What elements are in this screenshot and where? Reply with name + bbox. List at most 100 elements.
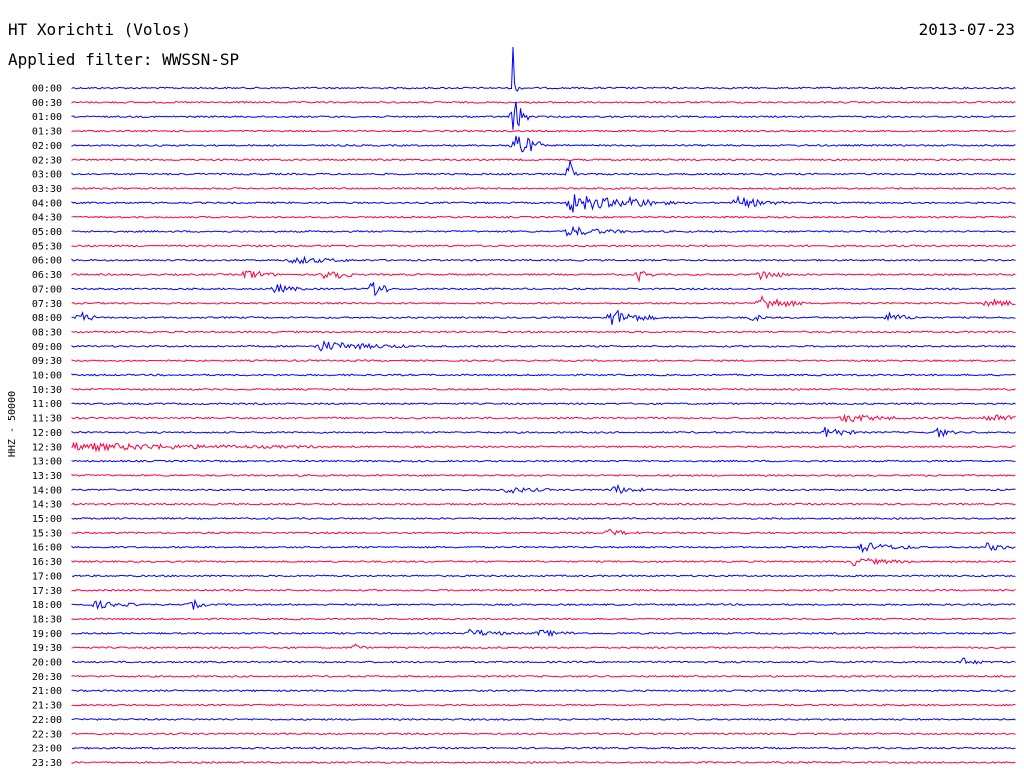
row-time-label: 11:00 [32, 399, 62, 410]
trace-row-0530 [71, 244, 1016, 248]
row-time-label: 08:30 [32, 327, 62, 338]
trace-row-1730 [71, 588, 1016, 592]
trace-row-0430 [71, 215, 1016, 219]
trace-row-1830 [71, 617, 1016, 621]
trace-row-1030 [71, 387, 1016, 391]
trace-row-1430 [71, 502, 1016, 506]
row-time-label: 05:30 [32, 241, 62, 252]
trace-row-0030 [71, 100, 1016, 104]
row-time-label: 22:00 [32, 715, 62, 726]
row-time-label: 14:30 [32, 500, 62, 511]
trace-row-1530 [71, 529, 1016, 536]
trace-row-2200 [71, 717, 1016, 721]
row-time-label: 12:30 [32, 442, 62, 453]
row-time-label: 02:30 [32, 155, 62, 166]
trace-row-1300 [71, 459, 1016, 463]
trace-row-1930 [71, 643, 1016, 650]
trace-row-0100 [71, 101, 1016, 130]
trace-row-1600 [71, 542, 1016, 554]
trace-row-0130 [71, 129, 1016, 133]
trace-row-1400 [71, 483, 1016, 495]
trace-row-1200 [71, 427, 1016, 438]
row-time-label: 12:00 [32, 428, 62, 439]
trace-row-0930 [71, 359, 1016, 363]
trace-row-0600 [71, 255, 1016, 265]
row-time-label: 02:00 [32, 141, 62, 152]
trace-row-0300 [71, 160, 1016, 176]
row-time-label: 07:30 [32, 299, 62, 310]
trace-row-2330 [71, 761, 1016, 764]
trace-row-2000 [71, 657, 1016, 665]
trace-row-0200 [71, 135, 1016, 153]
row-time-label: 00:30 [32, 98, 62, 109]
trace-row-0330 [71, 187, 1016, 190]
trace-row-1100 [71, 402, 1016, 406]
row-time-label: 09:30 [32, 356, 62, 367]
row-time-label: 13:30 [32, 471, 62, 482]
row-time-label: 07:00 [32, 284, 62, 295]
trace-row-0800 [71, 309, 1016, 325]
trace-row-1130 [71, 413, 1016, 423]
channel-label: HHZ - 50000 [7, 391, 18, 457]
row-time-label: 10:00 [32, 371, 62, 382]
trace-row-0500 [71, 225, 1016, 237]
row-time-label: 16:00 [32, 543, 62, 554]
trace-row-1630 [71, 557, 1016, 567]
trace-row-0730 [71, 294, 1016, 310]
row-time-label: 04:00 [32, 198, 62, 209]
row-time-label: 10:30 [32, 385, 62, 396]
row-time-label: 18:30 [32, 614, 62, 625]
row-time-label: 19:30 [32, 643, 62, 654]
trace-row-1000 [71, 373, 1016, 377]
row-time-label: 06:30 [32, 270, 62, 281]
station-title: HT Xorichti (Volos) [8, 20, 192, 39]
trace-row-1700 [71, 574, 1016, 578]
row-time-label: 00:00 [32, 84, 62, 95]
trace-group [71, 46, 1016, 764]
row-time-label: 15:00 [32, 514, 62, 525]
row-time-label: 21:30 [32, 701, 62, 712]
row-time-label: 21:00 [32, 686, 62, 697]
row-time-label: 04:30 [32, 213, 62, 224]
row-time-label: 09:00 [32, 342, 62, 353]
date-label: 2013-07-23 [918, 20, 1015, 39]
row-time-label: 06:00 [32, 256, 62, 267]
row-time-label: 16:30 [32, 557, 62, 568]
trace-row-1800 [71, 598, 1016, 610]
trace-row-2030 [71, 674, 1016, 678]
row-time-label: 22:30 [32, 729, 62, 740]
row-time-label: 08:00 [32, 313, 62, 324]
trace-row-0630 [71, 270, 1016, 283]
trace-row-0400 [71, 194, 1016, 213]
row-time-label: 01:00 [32, 112, 62, 123]
trace-row-2230 [71, 732, 1016, 736]
row-time-label: 17:30 [32, 586, 62, 597]
row-time-label: 23:30 [32, 758, 62, 769]
trace-row-0000 [71, 46, 1016, 92]
trace-row-1230 [71, 441, 1016, 453]
trace-row-0700 [71, 282, 1016, 297]
trace-row-0900 [71, 339, 1016, 352]
trace-row-0830 [71, 330, 1016, 334]
trace-row-2130 [71, 703, 1016, 707]
row-time-label: 03:00 [32, 170, 62, 181]
row-time-label: 20:00 [32, 658, 62, 669]
row-time-label: 01:30 [32, 127, 62, 138]
trace-row-0230 [71, 158, 1016, 162]
row-time-label: 23:00 [32, 744, 62, 755]
row-time-label: 20:30 [32, 672, 62, 683]
row-time-label: 15:30 [32, 528, 62, 539]
trace-row-2100 [71, 689, 1016, 693]
row-time-label: 17:00 [32, 571, 62, 582]
trace-row-1330 [71, 473, 1016, 477]
trace-row-2300 [71, 746, 1016, 750]
row-time-label: 05:00 [32, 227, 62, 238]
row-time-label: 11:30 [32, 414, 62, 425]
row-time-label: 13:00 [32, 457, 62, 468]
row-time-label: 03:30 [32, 184, 62, 195]
row-time-label: 19:00 [32, 629, 62, 640]
filter-label: Applied filter: WWSSN-SP [8, 50, 240, 69]
trace-row-1500 [71, 517, 1016, 520]
row-time-label: 14:00 [32, 485, 62, 496]
